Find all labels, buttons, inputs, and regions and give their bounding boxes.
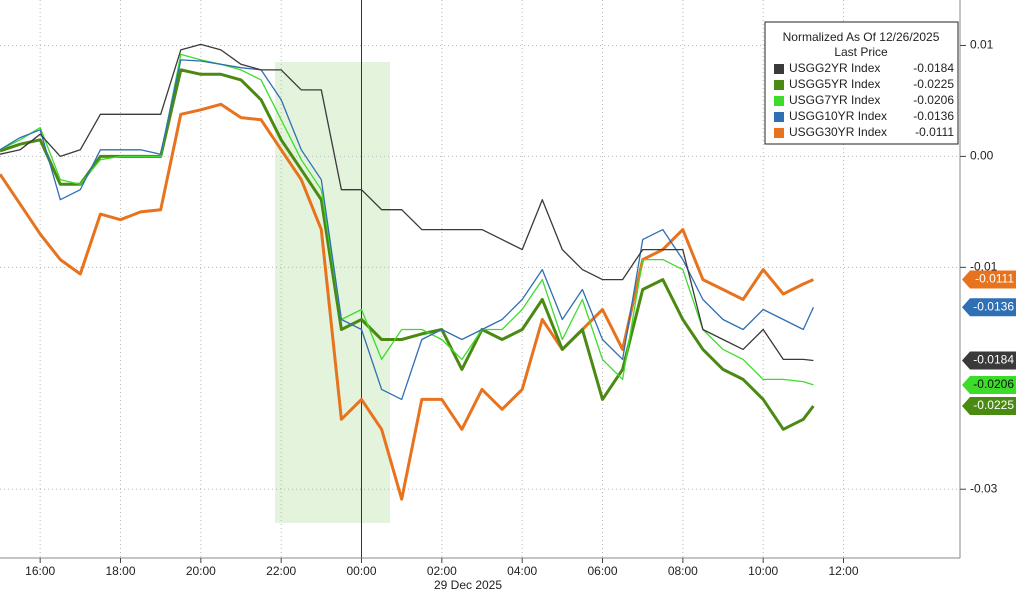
legend-value: -0.0225 [913, 77, 954, 91]
y-tick-label: -0.03 [970, 481, 998, 495]
legend-value: -0.0184 [913, 61, 954, 75]
x-tick-label: 06:00 [587, 564, 617, 578]
x-tick-label: 10:00 [748, 564, 778, 578]
legend-swatch [774, 80, 784, 90]
x-tick-label: 00:00 [346, 564, 376, 578]
value-tag [962, 270, 1016, 289]
x-date-label: 29 Dec 2025 [434, 578, 502, 592]
legend-swatch [774, 112, 784, 122]
x-tick-label: 08:00 [668, 564, 698, 578]
x-tick-label: 18:00 [105, 564, 135, 578]
value-tags: -0.0184 -0.0225 -0.0206 -0.0136 -0.0111 [962, 270, 1016, 416]
highlight-region [275, 62, 390, 523]
y-tick-label: -0.01 [970, 260, 998, 274]
legend-value: -0.0206 [913, 93, 954, 107]
value-tag [962, 375, 1016, 394]
lines [0, 43, 815, 501]
x-tick-label: 22:00 [266, 564, 296, 578]
series-line [0, 53, 814, 386]
y-tick-label: 0.00 [970, 149, 994, 163]
legend-entries: USGG2YR Index -0.0184 USGG5YR Index -0.0225… [774, 61, 954, 139]
legend: Normalized As Of 12/26/2025 Last Price [764, 21, 959, 145]
legend-title: Normalized As Of 12/26/2025 [783, 30, 940, 44]
series-line [0, 59, 814, 401]
axes: 0.01 0.00 -0.01 -0.03 16:00 18:00 20:00 22:00 00… [25, 38, 998, 579]
legend-label: USGG5YR Index [789, 77, 880, 91]
legend-box [764, 21, 959, 145]
x-tick-label: 02:00 [427, 564, 457, 578]
x-tick-label: 04:00 [507, 564, 537, 578]
value-tag [962, 397, 1016, 416]
legend-swatch [774, 96, 784, 106]
x-tick-label: 16:00 [25, 564, 55, 578]
x-tick-label: 12:00 [828, 564, 858, 578]
legend-value: -0.0111 [915, 125, 954, 139]
value-tag [962, 298, 1016, 317]
legend-label: USGG30YR Index [789, 125, 887, 139]
series-line [0, 43, 814, 362]
value-tag-label: -0.0225 [973, 398, 1014, 412]
value-tag [962, 351, 1016, 370]
value-tag-label: -0.0206 [973, 377, 1014, 391]
y-tick-label: 0.01 [970, 38, 994, 52]
value-tag-label: -0.0184 [973, 353, 1014, 367]
x-tick-label: 20:00 [186, 564, 216, 578]
series-line [0, 102, 814, 501]
legend-label: USGG10YR Index [789, 109, 887, 123]
value-tag-label: -0.0111 [975, 272, 1014, 286]
legend-swatch [774, 128, 784, 138]
legend-value: -0.0136 [913, 109, 954, 123]
legend-label: USGG2YR Index [789, 61, 880, 75]
legend-swatch [774, 64, 784, 74]
value-tag-label: -0.0136 [973, 299, 1014, 313]
legend-subtitle: Last Price [834, 45, 888, 59]
legend-label: USGG7YR Index [789, 93, 880, 107]
